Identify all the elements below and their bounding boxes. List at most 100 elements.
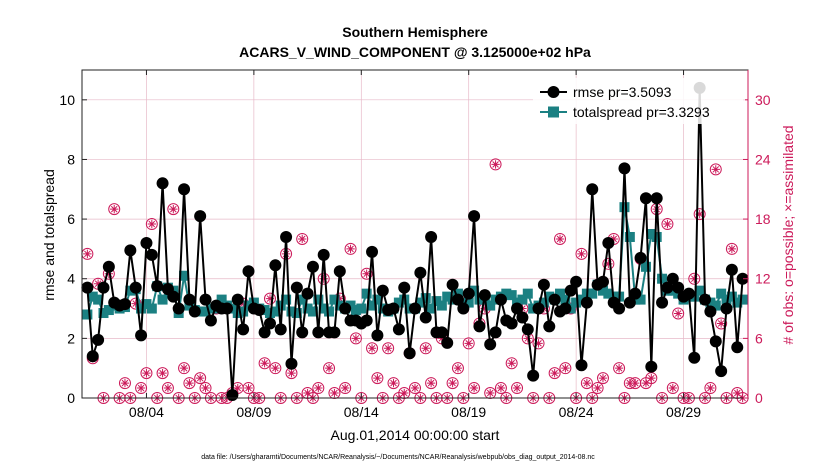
totalspread-point (426, 303, 437, 314)
rmse-point (296, 326, 309, 339)
obs-possible-marker (135, 382, 148, 395)
rmse-point (731, 341, 744, 354)
totalspread-point (726, 291, 737, 302)
totalspread-point (307, 306, 318, 317)
totalspread-point (103, 305, 114, 316)
obs-assimilated-marker (314, 383, 323, 393)
obs-assimilated-marker (695, 209, 704, 219)
rmse-point (484, 338, 497, 351)
rmse-point (543, 320, 556, 333)
totalspread-point (716, 288, 727, 299)
obs-possible-marker (312, 382, 325, 395)
obs-assimilated-marker (426, 378, 436, 388)
rmse-point (580, 296, 593, 309)
obs-possible-marker (156, 367, 169, 380)
obs-assimilated-marker (507, 359, 516, 368)
obs-possible-marker (199, 382, 212, 395)
totalspread-point (624, 231, 635, 242)
y-tick-label-right: 18 (755, 211, 771, 227)
rmse-point (564, 284, 577, 297)
rmse-point (328, 326, 341, 339)
rmse-point (97, 281, 110, 294)
obs-assimilated-marker (298, 234, 307, 244)
totalspread-point (82, 309, 93, 320)
obs-possible-marker (366, 342, 379, 355)
totalspread-point (667, 285, 678, 296)
legend: rmse pr=3.5093 totalspread pr=3.3293 (533, 78, 745, 124)
totalspread-point (587, 288, 598, 299)
rmse-point (468, 210, 481, 223)
rmse-point (715, 365, 728, 378)
rmse-point (478, 289, 491, 302)
obs-possible-marker (451, 362, 464, 375)
obs-possible-marker (296, 232, 309, 245)
x-tick-label: 08/29 (666, 404, 701, 420)
rmse-point (172, 302, 185, 315)
obs-possible-marker (419, 342, 432, 355)
obs-possible-marker (398, 387, 411, 400)
rmse-series (81, 81, 749, 402)
rmse-point (124, 244, 137, 257)
totalspread-point (694, 285, 705, 296)
y-tick-label-right: 12 (755, 271, 771, 287)
obs-assimilated-marker (512, 383, 522, 393)
totalspread-point (522, 288, 533, 299)
rmse-point (194, 210, 207, 223)
totalspread-point (436, 300, 447, 311)
rmse-point (532, 302, 545, 315)
rmse-point (650, 192, 663, 205)
obs-assimilated-marker (469, 383, 479, 393)
y-tick-label-left: 10 (59, 92, 75, 108)
legend-box (533, 78, 745, 124)
obs-assimilated-marker (673, 309, 683, 318)
rmse-point (145, 248, 158, 261)
rmse-point (489, 326, 502, 339)
obs-assimilated-marker (582, 378, 592, 388)
x-axis-label: Aug.01,2014 00:00:00 start (331, 427, 500, 443)
obs-assimilated-marker (410, 383, 420, 393)
totalspread-point (275, 300, 286, 311)
rmse-point (81, 281, 94, 294)
obs-possible-marker (446, 377, 459, 390)
obs-possible-marker (323, 362, 336, 375)
obs-possible-marker (328, 387, 341, 400)
rmse-point (537, 278, 550, 291)
obs-assimilated-marker (373, 373, 382, 383)
rmse-point (709, 335, 722, 348)
rmse-point (151, 280, 164, 293)
rmse-point (317, 248, 330, 261)
rmse-point (140, 236, 153, 249)
obs-possible-marker (344, 242, 357, 255)
obs-possible-marker (688, 272, 701, 285)
x-tick-label: 08/04 (129, 404, 164, 420)
y-tick-label-left: 6 (67, 211, 75, 227)
rmse-point (521, 323, 534, 336)
rmse-point (360, 314, 373, 327)
totalspread-point (361, 288, 372, 299)
totalspread-point (281, 294, 292, 305)
obs-assimilated-marker (244, 383, 253, 393)
obs-possible-marker (591, 382, 604, 395)
obs-possible-marker (672, 307, 685, 320)
rmse-point (92, 333, 105, 346)
totalspread-point (485, 300, 496, 311)
totalspread-point (710, 300, 721, 311)
rmse-point (339, 302, 352, 315)
obs-assimilated-marker (330, 388, 339, 398)
totalspread-point (356, 303, 367, 314)
totalspread-point (705, 297, 716, 308)
rmse-point (242, 265, 255, 278)
totalspread-point (689, 291, 700, 302)
y-tick-label-left: 2 (67, 330, 75, 346)
totalspread-point (517, 294, 528, 305)
totalspread-point (367, 300, 378, 311)
rmse-point (118, 298, 131, 311)
rmse-point (511, 302, 524, 315)
obs-assimilated-marker (169, 204, 178, 214)
obs-possible-marker (468, 382, 481, 395)
totalspread-point (302, 303, 313, 314)
totalspread-point (98, 308, 109, 319)
obs-assimilated-marker (485, 388, 495, 398)
rmse-point (462, 287, 475, 300)
legend-spread-marker (548, 106, 559, 118)
